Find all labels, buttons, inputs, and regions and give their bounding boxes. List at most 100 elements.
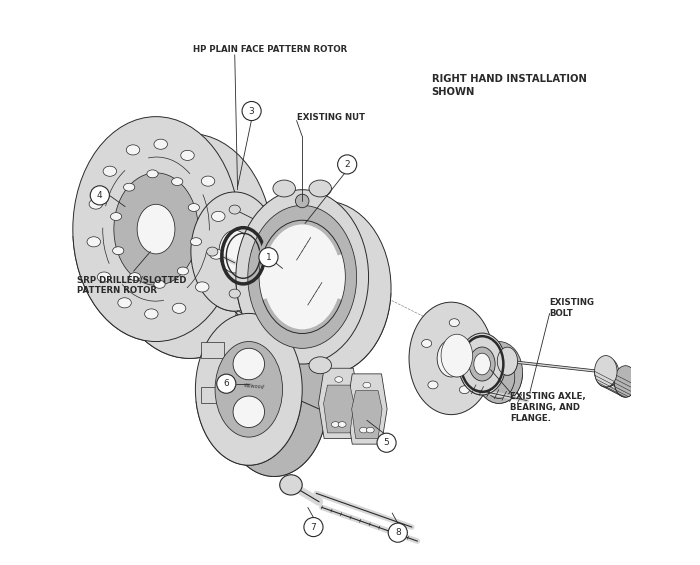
Ellipse shape [220,325,328,476]
Text: 5: 5 [384,438,389,447]
Ellipse shape [215,341,283,437]
Ellipse shape [209,249,223,259]
Text: 2: 2 [344,160,350,169]
Polygon shape [441,355,514,398]
Ellipse shape [89,199,103,209]
Text: EXISTING
BOLT: EXISTING BOLT [550,298,594,318]
Ellipse shape [458,333,505,395]
Ellipse shape [191,192,279,311]
Circle shape [377,433,396,453]
Ellipse shape [172,177,183,185]
Ellipse shape [441,334,472,377]
Ellipse shape [295,194,309,208]
Ellipse shape [174,216,228,287]
Ellipse shape [459,386,470,394]
Ellipse shape [130,273,141,281]
Ellipse shape [123,183,135,191]
Polygon shape [191,261,306,325]
Text: 3: 3 [248,107,255,115]
Ellipse shape [259,220,345,333]
Polygon shape [196,401,327,476]
Ellipse shape [103,166,117,176]
Ellipse shape [113,247,124,255]
Text: 4: 4 [97,191,103,200]
Ellipse shape [87,237,101,247]
Ellipse shape [219,230,251,273]
Ellipse shape [114,173,198,285]
Ellipse shape [409,302,493,415]
Ellipse shape [236,190,369,364]
Circle shape [389,523,407,542]
Circle shape [337,155,357,174]
Ellipse shape [360,427,368,433]
Text: RIGHT HAND INSTALLATION
SHOWN: RIGHT HAND INSTALLATION SHOWN [431,74,587,97]
Ellipse shape [309,180,332,197]
Ellipse shape [273,180,295,197]
Ellipse shape [428,381,438,389]
Text: 7: 7 [311,523,316,532]
Ellipse shape [195,314,302,465]
Ellipse shape [251,247,263,256]
Ellipse shape [309,357,332,373]
Polygon shape [323,385,354,433]
Polygon shape [351,391,382,438]
Ellipse shape [137,205,175,254]
Ellipse shape [190,238,202,246]
Ellipse shape [229,205,240,214]
Ellipse shape [338,421,346,427]
Ellipse shape [97,272,111,282]
Text: 1: 1 [265,253,272,262]
Ellipse shape [126,145,140,155]
Ellipse shape [258,201,391,375]
Ellipse shape [229,289,240,298]
Ellipse shape [118,298,132,308]
Polygon shape [201,341,223,358]
Text: Wilwood: Wilwood [244,383,265,390]
Circle shape [217,374,236,393]
Ellipse shape [177,267,188,275]
Circle shape [90,186,109,205]
Ellipse shape [331,421,340,427]
Ellipse shape [363,383,371,388]
Ellipse shape [614,366,637,397]
Ellipse shape [248,206,356,349]
Polygon shape [129,229,228,287]
Ellipse shape [421,340,432,347]
Ellipse shape [335,377,343,383]
Text: SRP DRILLED/SLOTTED
PATTERN ROTOR: SRP DRILLED/SLOTTED PATTERN ROTOR [77,275,187,295]
Circle shape [259,247,278,267]
Polygon shape [201,386,223,403]
Polygon shape [458,366,523,403]
Ellipse shape [594,355,617,387]
Polygon shape [318,368,359,438]
Ellipse shape [497,347,517,375]
Text: 8: 8 [395,528,400,537]
Ellipse shape [469,347,495,381]
Polygon shape [594,371,637,397]
Polygon shape [73,236,273,358]
Polygon shape [346,374,387,444]
Ellipse shape [473,347,483,355]
Ellipse shape [73,116,239,341]
Text: EXISTING NUT: EXISTING NUT [297,113,365,122]
Polygon shape [236,282,391,375]
Ellipse shape [195,282,209,292]
Ellipse shape [598,358,619,386]
Ellipse shape [474,353,491,375]
Ellipse shape [449,319,459,327]
Ellipse shape [219,206,307,325]
Ellipse shape [145,309,158,319]
Circle shape [304,518,323,537]
Ellipse shape [172,303,186,314]
Polygon shape [497,361,619,386]
Text: EXISTING AXLE,
BEARING, AND
FLANGE.: EXISTING AXLE, BEARING, AND FLANGE. [510,392,586,423]
Ellipse shape [280,475,302,495]
Ellipse shape [483,355,514,398]
Ellipse shape [188,203,199,211]
Ellipse shape [233,396,265,428]
Ellipse shape [475,341,523,403]
Ellipse shape [437,340,466,377]
Text: 6: 6 [223,379,229,388]
Ellipse shape [154,139,167,149]
Ellipse shape [206,247,218,256]
